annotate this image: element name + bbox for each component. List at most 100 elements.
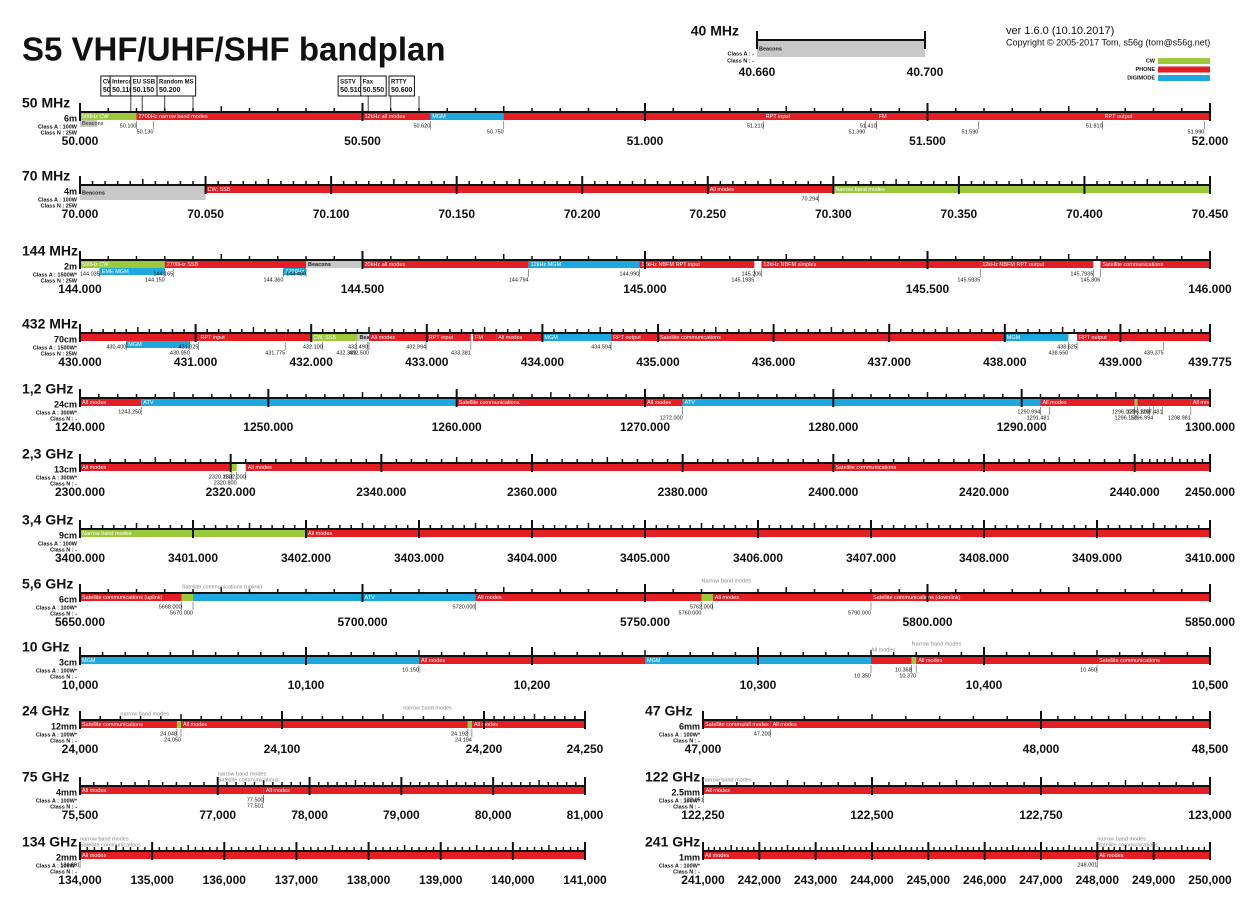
wavelength: 3cm xyxy=(59,657,77,667)
segment xyxy=(770,721,1210,728)
class-n: Class N : - xyxy=(673,738,700,744)
tick-label: 435.000 xyxy=(636,355,680,369)
class-n: Class N : 25W xyxy=(41,130,78,136)
segment xyxy=(980,261,1094,268)
segment xyxy=(198,334,286,341)
segment-label: All modes xyxy=(715,595,739,601)
note: narrow band modes xyxy=(403,705,452,711)
segment xyxy=(430,113,504,120)
note: narrow band modes xyxy=(120,711,169,717)
segment xyxy=(471,721,585,728)
tick-label: 48,000 xyxy=(1023,742,1060,756)
segment xyxy=(757,41,925,57)
tick-label: 141,000 xyxy=(563,873,607,887)
marker-label: 1297.481 xyxy=(1140,409,1163,415)
class-a: Class A : 1500W* xyxy=(33,272,78,278)
tick-label: 2440.000 xyxy=(1110,485,1160,499)
wavelength: 9cm xyxy=(59,530,77,540)
note: Satellite communications xyxy=(218,777,279,783)
marker-label: 1298.981 xyxy=(1168,415,1191,421)
segment xyxy=(916,657,1097,664)
callout-box xyxy=(388,75,415,97)
segment-label: 12kHz all modes xyxy=(365,114,406,120)
band-name: 134 GHz xyxy=(22,834,77,850)
marker-label: 5668.000 xyxy=(159,604,182,610)
tick-label: 5750.000 xyxy=(620,615,670,629)
tick-label: 437.000 xyxy=(868,355,912,369)
segment xyxy=(542,334,612,341)
segment xyxy=(871,657,912,664)
tick-label: 10,000 xyxy=(62,678,99,692)
tick-label: 79,000 xyxy=(383,808,420,822)
class-a: Class A : 1500W* xyxy=(33,345,78,351)
segment xyxy=(833,186,1210,193)
segment xyxy=(426,334,471,341)
segment xyxy=(682,399,1041,406)
legend-label: PHONE xyxy=(1135,67,1155,73)
tick-label: 122,500 xyxy=(850,808,894,822)
segment-label: CW, SSB xyxy=(313,335,336,341)
lower-segment xyxy=(80,120,97,127)
tick-label: 3409.000 xyxy=(1072,551,1122,565)
wavelength: 2mm xyxy=(56,852,77,862)
class-a: Class A : 100W* xyxy=(36,798,78,804)
segment-label: All modes xyxy=(266,788,290,794)
copyright: Copyright © 2005-2017 Tom, s56g (tom@s56… xyxy=(1006,37,1210,47)
callout-freq: 50.200 xyxy=(159,87,181,94)
segment xyxy=(1102,113,1205,120)
segment-label: 12kHz MGM xyxy=(531,262,562,268)
tick-label: 75,500 xyxy=(62,808,99,822)
tick-label: 145.000 xyxy=(623,282,667,296)
marker-label: 432.100 xyxy=(303,344,323,350)
segment-label: 2700Hz MGM xyxy=(285,269,319,275)
band-name: 3,4 GHz xyxy=(22,512,73,528)
marker-label: 50.620 xyxy=(413,123,430,129)
wavelength: 24cm xyxy=(54,399,77,409)
segment-label: Satellite communications (uplink) xyxy=(82,595,163,601)
marker-label: 10.450 xyxy=(1080,667,1097,673)
segment xyxy=(1097,657,1210,664)
class-n: Class N : - xyxy=(50,611,77,617)
tick-label: 1270.000 xyxy=(620,420,670,434)
tick-label: 138,000 xyxy=(347,873,391,887)
band-name: 5,6 GHz xyxy=(22,576,73,592)
tick-label: 24,200 xyxy=(466,742,503,756)
marker-label: 2320.150 xyxy=(209,474,232,480)
legend-label: CW xyxy=(1146,58,1156,64)
segment-label: MGM xyxy=(647,658,661,664)
tick-label: 2420.000 xyxy=(959,485,1009,499)
marker-label: 24.194 xyxy=(455,737,472,743)
class-a: Class A : 100W* xyxy=(659,798,701,804)
legend-swatch xyxy=(1158,58,1210,64)
tick-label: 250,000 xyxy=(1188,873,1232,887)
marker-label: 5790.000 xyxy=(848,610,871,616)
marker-label: 122.251 xyxy=(684,797,704,803)
tick-label: 2320.000 xyxy=(206,485,256,499)
tick-label: 145.500 xyxy=(906,282,950,296)
tick-label: 242,000 xyxy=(738,873,782,887)
tick-label: 144.500 xyxy=(341,282,385,296)
callout-text: RTTY xyxy=(391,80,407,86)
segment-label: All modes xyxy=(248,465,272,471)
marker-label: 134.001 xyxy=(60,862,80,868)
segment xyxy=(80,787,264,794)
band-name: 47 GHz xyxy=(645,703,692,719)
segment xyxy=(1100,261,1210,268)
marker-label: 144.165 xyxy=(153,271,173,277)
tick-label: 431.000 xyxy=(174,355,218,369)
marker-label: 433.381 xyxy=(451,350,471,356)
marker-label: 1296.994 xyxy=(1130,415,1153,421)
segment xyxy=(80,721,177,728)
segment xyxy=(528,261,640,268)
segment xyxy=(164,261,306,268)
segment xyxy=(176,721,181,728)
segment-label: MGM xyxy=(544,335,558,341)
marker-label: 431.775 xyxy=(265,350,285,356)
tick-label: 81,000 xyxy=(567,808,604,822)
class-a: Class A : 100W xyxy=(38,197,78,203)
marker-label: 1290.994 xyxy=(1017,409,1040,415)
segment-label: EME MGM xyxy=(102,269,129,275)
class-n: Class N : - xyxy=(673,804,700,810)
marker-label: 144.150 xyxy=(145,277,165,283)
